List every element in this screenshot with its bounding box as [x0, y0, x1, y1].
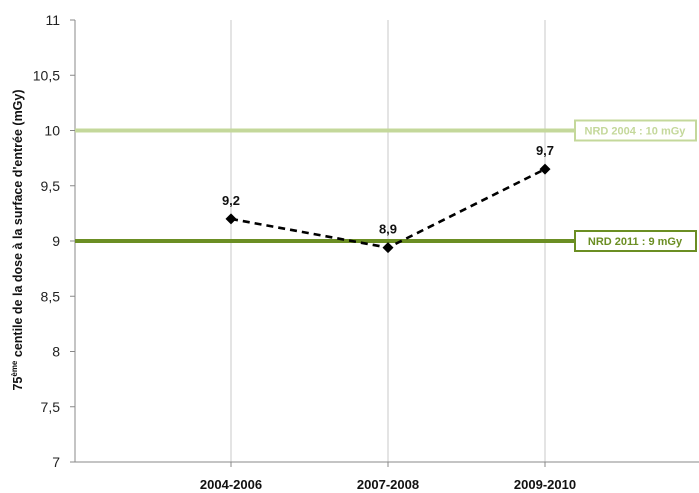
y-tick-label: 8,5 — [41, 288, 61, 304]
y-tick-label: 9 — [52, 233, 60, 249]
x-tick-label: 2007-2008 — [357, 477, 419, 492]
data-label-2004-2006: 9,2 — [222, 193, 240, 208]
y-axis-label-rest: centile de la dose à la surface d'entrée… — [11, 89, 25, 360]
reference-label-box-0 — [574, 119, 697, 142]
series-layer: 9,2 8,9 9,7 — [222, 143, 554, 254]
y-axis-label-superscript: ème — [10, 360, 19, 377]
y-axis-label-main: 75 — [11, 377, 25, 391]
data-point-2009-2010 — [539, 163, 551, 175]
y-tick-label: 10 — [44, 123, 60, 139]
x-tick-label: 2004-2006 — [200, 477, 262, 492]
y-tick-label: 10,5 — [33, 67, 60, 83]
reference-label-1: NRD 2011 : 9 mGy — [588, 236, 683, 248]
y-tick-label: 9,5 — [41, 178, 61, 194]
reference-label-0: NRD 2004 : 10 mGy — [585, 126, 687, 138]
y-tick-label: 7 — [52, 454, 60, 470]
y-tick-label: 11 — [45, 12, 60, 28]
data-label-2007-2008: 8,9 — [379, 222, 397, 237]
y-tick-label: 7,5 — [41, 399, 61, 415]
data-point-2007-2008 — [382, 242, 394, 254]
y-axis-label: 75ème centile de la dose à la surface d'… — [10, 89, 25, 390]
reference-label-box-1 — [574, 230, 697, 252]
y-tick-label: 8 — [52, 344, 60, 360]
data-label-2009-2010: 9,7 — [536, 143, 554, 158]
x-tick-label: 2009-2010 — [514, 477, 576, 492]
data-point-2004-2006 — [225, 213, 237, 225]
reference-lines: NRD 2004 : 10 mGy NRD 2011 : 9 mGy — [75, 119, 697, 252]
tick-labels: 7 7,5 8 8,5 9 9,5 10 10,5 11 2004-2006 2007-2008 20… — [33, 12, 576, 492]
